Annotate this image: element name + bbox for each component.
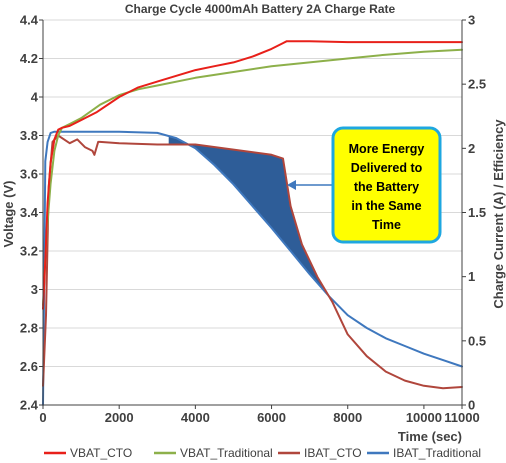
callout-line: Time — [372, 218, 401, 232]
y-right-tick-label: 3 — [468, 13, 475, 28]
x-tick-label: 4000 — [181, 410, 210, 425]
y-left-tick-label: 3 — [31, 282, 38, 297]
series-line-ibat-traditional — [42, 130, 463, 406]
y-left-tick-label: 2.6 — [20, 359, 38, 374]
x-axis-title: Time (sec) — [398, 429, 462, 444]
y-right-tick-label: 1 — [468, 269, 475, 284]
x-tick-label: 11000 — [444, 410, 479, 425]
series-line-vbat-cto — [42, 40, 463, 310]
callout-arrowhead — [287, 180, 296, 190]
series-line-ibat-cto — [42, 134, 463, 390]
y-right-tick-label: 2 — [468, 141, 475, 156]
y-left-tick-label: 2.4 — [20, 398, 39, 413]
x-tick-label: 2000 — [105, 410, 134, 425]
y-axis-left-title: Voltage (V) — [1, 181, 16, 248]
y-right-tick-label: 2.5 — [468, 77, 486, 92]
legend-label: VBAT_CTO — [70, 446, 132, 460]
y-left-tick-label: 3.2 — [20, 244, 38, 259]
x-tick-label: 0 — [39, 410, 46, 425]
left-tick-labels: 2.4 2.6 2.8 3 3.2 3.4 3.6 3.8 4 4.2 4.4 — [20, 13, 43, 413]
series-lines — [42, 40, 463, 406]
callout-line: More Energy — [349, 142, 425, 156]
legend-label: IBAT_Traditional — [393, 446, 481, 460]
y-left-tick-label: 4 — [31, 90, 39, 105]
y-left-tick-label: 3.4 — [20, 205, 39, 220]
right-tick-labels: 0 0.5 1 1.5 2 2.5 3 — [462, 13, 486, 413]
legend: VBAT_CTO VBAT_Traditional IBAT_CTO IBAT_Tra… — [44, 446, 481, 460]
y-left-tick-label: 3.6 — [20, 167, 38, 182]
x-tick-label: 6000 — [257, 410, 286, 425]
legend-label: VBAT_Traditional — [180, 446, 273, 460]
x-tick-label: 8000 — [333, 410, 362, 425]
y-left-tick-label: 3.8 — [20, 128, 38, 143]
legend-label: IBAT_CTO — [304, 446, 362, 460]
callout-text: More Energy Delivered to the Battery in the… — [349, 142, 425, 232]
x-tick-labels: 0 2000 4000 6000 8000 10000 11000 — [39, 405, 480, 425]
y-left-tick-label: 4.2 — [20, 51, 38, 66]
y-right-tick-label: 0.5 — [468, 333, 486, 348]
energy-gap-fill — [168, 136, 331, 300]
y-left-tick-label: 4.4 — [20, 13, 39, 28]
callout-line: Delivered to — [351, 161, 423, 175]
y-axis-right-title: Charge Current (A) / Efficiency — [491, 119, 506, 309]
y-right-tick-label: 1.5 — [468, 205, 486, 220]
y-right-tick-label: 0 — [468, 398, 475, 413]
y-left-tick-label: 2.8 — [20, 321, 38, 336]
callout-box — [331, 126, 442, 244]
callout-line: the Battery — [354, 180, 419, 194]
chart-title: Charge Cycle 4000mAh Battery 2A Charge R… — [125, 2, 396, 16]
callout-line: in the Same — [351, 199, 421, 213]
x-tick-label: 10000 — [406, 410, 442, 425]
